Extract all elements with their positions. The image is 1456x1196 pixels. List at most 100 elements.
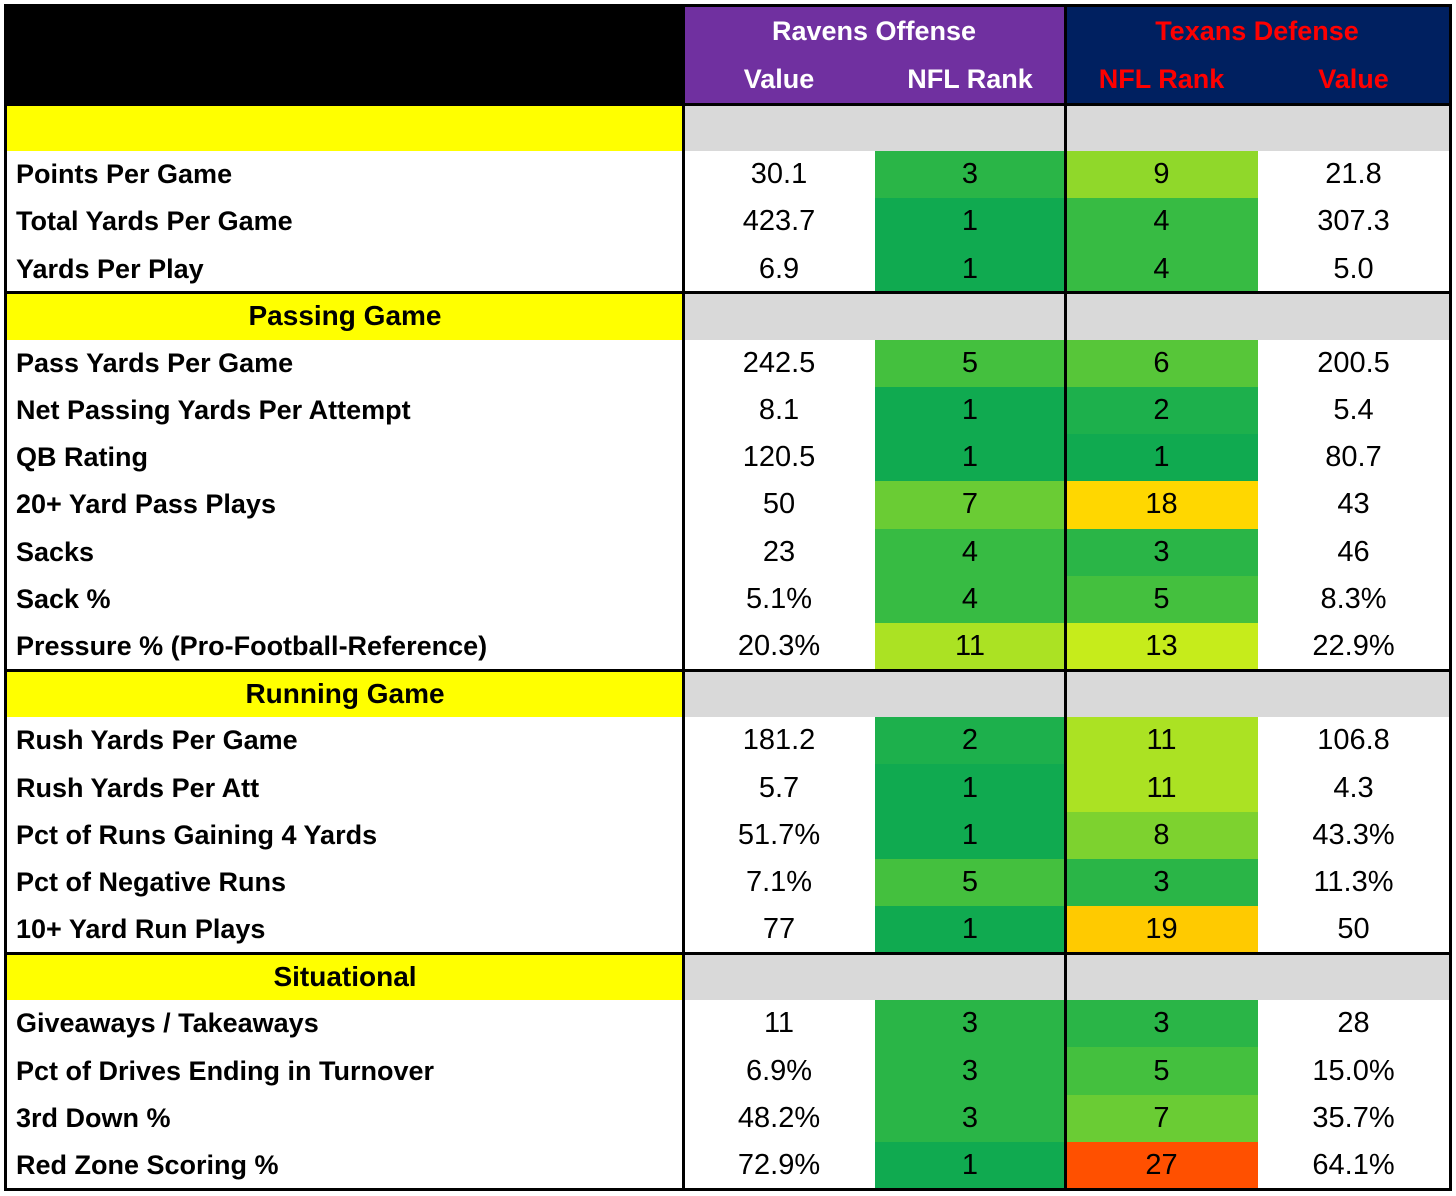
defense-value: 43 [1337, 488, 1370, 521]
column-header: Value [1258, 55, 1449, 104]
defense-value: 43.3% [1312, 818, 1395, 851]
offense-rank: 7 [875, 481, 1065, 529]
offense-rank: 1 [875, 764, 1065, 812]
row-label: Pct of Drives Ending in Turnover [16, 1055, 435, 1086]
row-label: 20+ Yard Pass Plays [16, 489, 276, 520]
offense-rank: 5 [875, 858, 1065, 906]
border [4, 1187, 1452, 1191]
defense-value: 80.7 [1325, 441, 1382, 474]
defense-value: 4.3 [1333, 771, 1374, 804]
row-label: QB Rating [16, 442, 148, 473]
offense-rank: 1 [875, 387, 1065, 435]
defense-rank: 3 [1065, 858, 1258, 906]
defense-rank: 6 [1065, 339, 1258, 388]
offense-value: 8.1 [758, 394, 800, 427]
offense-rank: 2 [875, 717, 1065, 765]
offense-rank: 1 [875, 198, 1065, 246]
defense-rank: 4 [1065, 245, 1258, 293]
offense-value: 6.9% [745, 1054, 813, 1087]
column-header: NFL Rank [1065, 55, 1258, 104]
header-blank [7, 7, 683, 104]
row-label: Pass Yards Per Game [16, 347, 294, 378]
offense-value: 77 [762, 913, 796, 946]
row-label: Net Passing Yards Per Attempt [16, 395, 411, 426]
border [4, 4, 7, 1191]
offense-rank: 3 [875, 151, 1065, 199]
defense-rank: 5 [1065, 575, 1258, 623]
offense-value: 120.5 [742, 441, 816, 474]
defense-rank: 7 [1065, 1094, 1258, 1142]
offense-value: 20.3% [737, 629, 821, 662]
defense-rank: 27 [1065, 1141, 1258, 1189]
offense-value: 48.2% [737, 1101, 821, 1134]
defense-value: 21.8 [1325, 158, 1382, 191]
offense-header: Ravens Offense [683, 7, 1065, 56]
offense-rank: 1 [875, 905, 1065, 954]
row-label: Sacks [16, 536, 95, 567]
offense-rank: 3 [875, 1094, 1065, 1142]
border [4, 291, 1452, 295]
defense-value: 15.0% [1312, 1054, 1395, 1087]
offense-rank: 1 [875, 434, 1065, 482]
row-label: Yards Per Play [16, 253, 204, 284]
offense-value: 51.7% [737, 818, 821, 851]
border [4, 102, 1452, 106]
offense-value: 11 [763, 1007, 795, 1040]
offense-rank: 4 [875, 528, 1065, 576]
row-label: Rush Yards Per Att [16, 772, 260, 803]
row-label: Red Zone Scoring % [16, 1149, 279, 1180]
defense-value: 22.9% [1312, 629, 1395, 662]
offense-value: 423.7 [742, 205, 816, 238]
border [681, 4, 685, 1191]
section-title: Situational [7, 953, 683, 1001]
column-header: NFL Rank [875, 55, 1065, 104]
defense-rank: 9 [1065, 151, 1258, 199]
border [4, 951, 1452, 955]
offense-rank: 3 [875, 1000, 1065, 1048]
offense-value: 181.2 [742, 724, 816, 757]
row-label: Points Per Game [16, 159, 233, 190]
defense-rank: 8 [1065, 811, 1258, 859]
defense-value: 8.3% [1320, 582, 1387, 615]
row-label: Giveaways / Takeaways [16, 1008, 319, 1039]
border [4, 668, 1452, 672]
offense-value: 30.1 [750, 158, 808, 191]
row-label: Sack % [16, 583, 111, 614]
row-label: 3rd Down % [16, 1102, 171, 1133]
defense-rank: 19 [1065, 905, 1258, 954]
offense-rank: 1 [875, 1141, 1065, 1189]
offense-rank: 5 [875, 339, 1065, 388]
defense-value: 5.4 [1333, 394, 1374, 427]
defense-value: 200.5 [1317, 346, 1390, 379]
border [1449, 4, 1452, 1191]
defense-value: 28 [1337, 1007, 1370, 1040]
defense-rank: 11 [1065, 764, 1258, 812]
defense-rank: 3 [1065, 528, 1258, 576]
defense-rank: 3 [1065, 1000, 1258, 1048]
defense-value: 106.8 [1317, 724, 1390, 757]
section-title [7, 104, 683, 152]
border [1063, 4, 1067, 1191]
defense-value: 46 [1337, 535, 1370, 568]
column-header: Value [683, 55, 875, 104]
defense-rank: 4 [1065, 198, 1258, 246]
offense-rank: 11 [875, 622, 1065, 671]
offense-value: 72.9% [737, 1148, 821, 1181]
offense-rank: 1 [875, 811, 1065, 859]
offense-value: 5.7 [758, 771, 800, 804]
row-label: Pct of Negative Runs [16, 866, 287, 897]
section-title: Passing Game [7, 292, 683, 340]
row-label: Pressure % (Pro-Football-Reference) [16, 630, 488, 661]
defense-value: 11.3% [1313, 865, 1394, 898]
defense-rank: 5 [1065, 1047, 1258, 1095]
defense-value: 64.1% [1312, 1148, 1395, 1181]
offense-value: 50 [762, 488, 796, 521]
defense-rank: 2 [1065, 387, 1258, 435]
defense-rank: 18 [1065, 481, 1258, 529]
offense-value: 6.9 [758, 252, 800, 285]
offense-rank: 1 [875, 245, 1065, 293]
offense-rank: 4 [875, 575, 1065, 623]
offense-value: 23 [762, 535, 796, 568]
section-title: Running Game [7, 670, 683, 718]
